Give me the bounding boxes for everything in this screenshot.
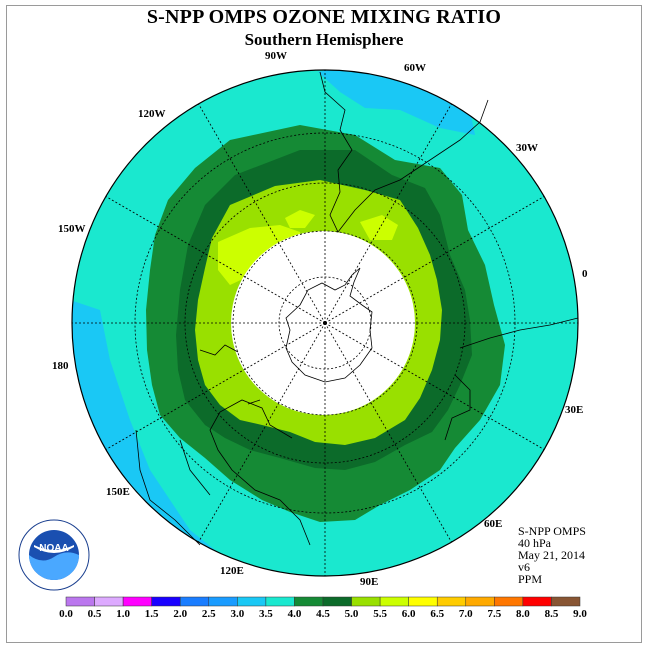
ozone-band-5.5-north [285, 210, 315, 228]
colorbar-tick-label: 3.0 [230, 608, 245, 620]
latitude-circle [134, 132, 516, 514]
colorbar-tick-label: 7.5 [487, 608, 502, 620]
info-units: PPM [518, 572, 543, 586]
noaa-logo-text: NOAA [39, 543, 68, 554]
lon-label-150e: 150E [106, 486, 130, 498]
lon-label-120e: 120E [220, 565, 244, 577]
ozone-band-5.5-east [360, 215, 398, 240]
lon-label-180: 180 [52, 360, 69, 372]
map-title: S-NPP OMPS OZONE MIXING RATIO [146, 6, 502, 28]
colorbar-swatch [522, 596, 552, 607]
map-subtitle: Southern Hemisphere [244, 30, 404, 49]
colorbar-tick-label: 5.5 [373, 608, 387, 620]
lon-label-150w: 150W [58, 223, 86, 235]
colorbar-swatch [465, 596, 495, 607]
lon-label-0: 0 [582, 268, 588, 280]
ozone-band-5.5-west [218, 225, 300, 285]
lon-label-60e: 60E [484, 518, 503, 530]
colorbar-swatch [122, 596, 152, 607]
colorbar-tick-label: 8.0 [516, 608, 530, 620]
south-pole-marker [323, 321, 327, 325]
lon-label-120w: 120W [138, 108, 166, 120]
info-version: v6 [518, 560, 530, 574]
noaa-logo: NOAA [18, 519, 90, 591]
colorbar-swatch [94, 596, 124, 607]
colorbar-swatch [294, 596, 324, 607]
colorbar-swatch [379, 596, 409, 607]
latitude-circle [232, 230, 418, 416]
figure-frame [6, 5, 642, 643]
lon-label-30e: 30E [565, 404, 584, 416]
islands-coastline [199, 344, 261, 405]
colorbar-swatch [494, 596, 524, 607]
australia-coastline [209, 399, 311, 546]
lon-label-60w: 60W [404, 62, 426, 74]
colorbar-tick-label: 2.0 [173, 608, 188, 620]
colorbar-tick-label: 4.0 [287, 608, 302, 620]
colorbar-swatch [436, 596, 467, 607]
south-america-coastline [319, 71, 489, 233]
colorbar-swatch [322, 596, 352, 607]
lon-label-90w: 90W [265, 50, 287, 62]
colorbar-tick-label: 8.5 [544, 608, 559, 620]
colorbar-tick-label: 3.5 [259, 608, 273, 620]
colorbar-tick-label: 5.0 [344, 608, 359, 620]
map-border-circle [71, 69, 579, 577]
africa-coastline [444, 317, 579, 441]
colorbar-tick-label: 6.5 [430, 608, 445, 620]
colorbar-swatch [351, 596, 381, 607]
colorbar-tick-label: 4.5 [316, 608, 330, 620]
colorbar-tick-label: 1.0 [116, 608, 130, 620]
graticule [72, 70, 578, 576]
lon-label-30w: 30W [516, 142, 538, 154]
low-value-region-north [318, 70, 475, 135]
colorbar-tick-label: 0.0 [59, 608, 73, 620]
colorbar-swatch [65, 596, 95, 607]
info-date: May 21, 2014 [518, 548, 585, 562]
colorbar-tick-label: 7.0 [458, 608, 473, 620]
colorbar-tick-label: 6.0 [401, 608, 416, 620]
colorbar-swatch [237, 596, 267, 607]
colorbar-swatch [179, 596, 210, 607]
colorbar-tick-label: 0.5 [87, 608, 102, 620]
colorbar-swatch [408, 596, 438, 607]
map-fill-layers [72, 70, 578, 576]
antarctica-coastline [285, 267, 373, 383]
colorbar-swatch [208, 596, 238, 607]
colorbar-tick-label: 2.5 [201, 608, 216, 620]
info-pressure-level: 40 hPa [518, 536, 551, 550]
coastlines [135, 71, 579, 546]
latitude-circle [184, 182, 466, 464]
latitude-circle [278, 276, 372, 370]
info-instrument: S-NPP OMPS [518, 524, 586, 538]
lon-label-90e: 90E [360, 576, 379, 588]
colorbar-swatch [551, 596, 581, 607]
colorbar-tick-label: 1.5 [144, 608, 159, 620]
colorbar-swatch [151, 596, 181, 607]
colorbar-swatch [265, 596, 295, 607]
colorbar-tick-label: 9.0 [573, 608, 587, 620]
